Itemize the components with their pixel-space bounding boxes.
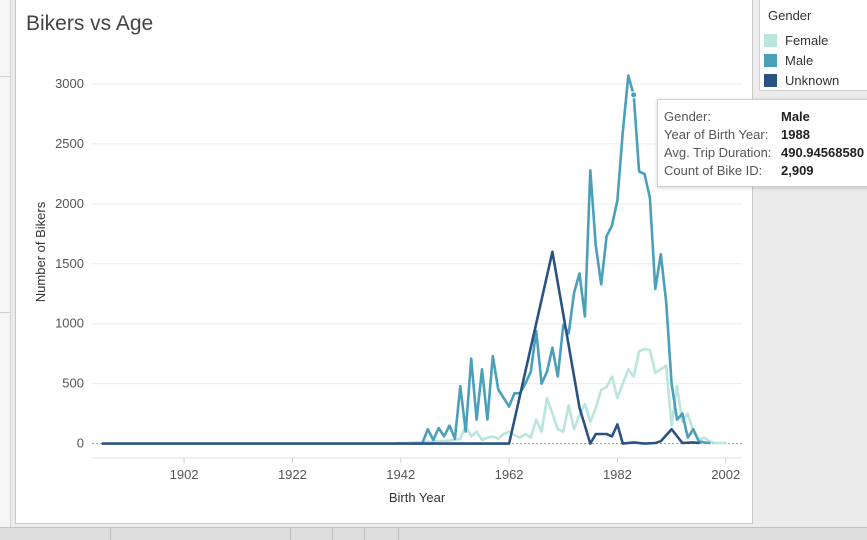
tooltip-key: Count of Bike ID: xyxy=(664,163,763,178)
series-line-unknown xyxy=(101,250,700,445)
tooltip-row-gender: Gender: Male xyxy=(664,109,810,124)
y-axis-label: Number of Bikers xyxy=(33,201,48,302)
legend-label-female: Female xyxy=(785,32,829,48)
y-tick-label: 3000 xyxy=(55,76,84,91)
tooltip-value: Male xyxy=(781,109,810,124)
left-panel-segment xyxy=(0,82,10,313)
y-tick-label: 500 xyxy=(62,376,84,391)
tooltip-value: 1988 xyxy=(781,127,810,142)
legend-item-male[interactable]: Male xyxy=(764,51,813,69)
tooltip-row-birth-year: Year of Birth Year: 1988 xyxy=(664,127,810,142)
legend-swatch-male xyxy=(764,53,777,67)
x-tick-label: 1962 xyxy=(495,467,524,482)
y-tick-label: 2000 xyxy=(55,196,84,211)
legend-swatch-female xyxy=(764,33,777,47)
tooltip: Gender: Male Year of Birth Year: 1988 Av… xyxy=(657,99,867,187)
x-axis-label: Birth Year xyxy=(389,490,446,505)
highlight-point xyxy=(630,91,638,99)
left-panel-strip xyxy=(0,0,11,539)
y-tick-label: 1000 xyxy=(55,316,84,331)
chart-sheet xyxy=(15,0,753,524)
tooltip-key: Year of Birth Year: xyxy=(664,127,769,142)
tab-divider xyxy=(290,528,291,540)
legend-label-male: Male xyxy=(785,52,814,68)
tab-divider xyxy=(110,528,111,540)
y-tick-label: 0 xyxy=(77,436,84,451)
legend-item-unknown[interactable]: Unknown xyxy=(764,71,839,89)
series-line-female xyxy=(394,347,728,445)
tooltip-value: 490.94568580 xyxy=(781,145,865,160)
sheet-tab-bar xyxy=(0,527,867,540)
legend-label-unknown: Unknown xyxy=(785,72,840,88)
x-tick-label: 1902 xyxy=(170,467,199,482)
x-tick-label: 2002 xyxy=(711,467,740,482)
tooltip-row-bike-count: Count of Bike ID: 2,909 xyxy=(664,163,814,178)
legend-swatch-unknown xyxy=(764,73,777,87)
legend-item-female[interactable]: Female xyxy=(764,31,828,49)
tab-divider xyxy=(398,528,399,540)
tooltip-key: Gender: xyxy=(664,109,711,124)
tooltip-value: 2,909 xyxy=(781,163,814,178)
y-tick-label: 1500 xyxy=(55,256,84,271)
y-tick-label: 2500 xyxy=(55,136,84,151)
left-panel-segment xyxy=(0,0,10,77)
x-tick-label: 1982 xyxy=(603,467,632,482)
tab-divider xyxy=(332,528,333,540)
x-tick-label: 1922 xyxy=(278,467,307,482)
tooltip-key: Avg. Trip Duration: xyxy=(664,145,772,160)
legend: Gender Female Male Unknown xyxy=(759,0,867,91)
x-tick-label: 1942 xyxy=(386,467,415,482)
chart-title: Bikers vs Age xyxy=(26,12,154,35)
legend-title: Gender xyxy=(768,8,812,23)
tooltip-row-trip-duration: Avg. Trip Duration: 490.94568580 xyxy=(664,145,864,160)
tab-divider xyxy=(364,528,365,540)
